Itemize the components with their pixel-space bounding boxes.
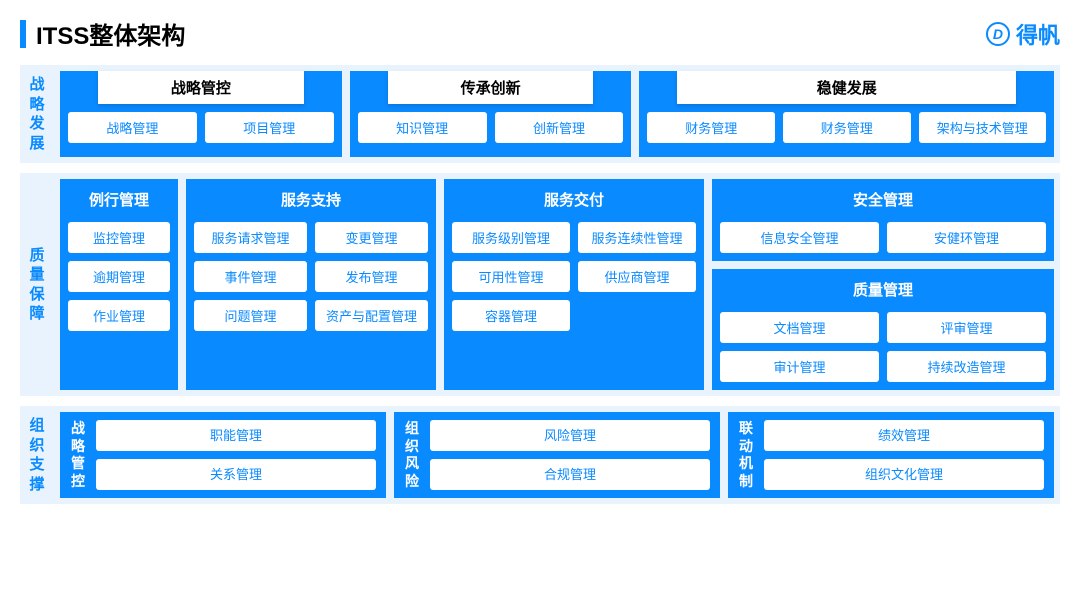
header: ITSS整体架构 D 得帆 <box>20 16 1060 51</box>
item-box: 战略管理 <box>68 112 197 143</box>
org-vlabel: 联动机制 <box>738 420 754 490</box>
section-quality-assurance: 质量保障 例行管理 监控管理 逾期管理 作业管理 服务支持 服务请求管理 变更管… <box>20 173 1060 396</box>
item-box: 变更管理 <box>315 222 428 253</box>
group-innovation: 传承创新 知识管理 创新管理 <box>350 71 632 157</box>
item-box: 安健环管理 <box>887 222 1046 253</box>
item-box: 资产与配置管理 <box>315 300 428 331</box>
sidelabel-quality: 质量保障 <box>26 179 48 390</box>
org-vlabel: 战略管控 <box>70 420 86 490</box>
item-box: 事件管理 <box>194 261 307 292</box>
item-box: 创新管理 <box>495 112 624 143</box>
group-header: 稳健发展 <box>677 71 1016 104</box>
page-title: ITSS整体架构 <box>36 16 185 51</box>
org-group-linkage: 联动机制 绩效管理 组织文化管理 <box>728 412 1054 498</box>
box-title: 服务支持 <box>194 187 428 214</box>
org-vlabel: 组织风险 <box>404 420 420 490</box>
box-quality-mgmt: 质量管理 文档管理 评审管理 审计管理 持续改造管理 <box>712 269 1054 390</box>
title-wrap: ITSS整体架构 <box>20 16 185 51</box>
item-box: 风险管理 <box>430 420 710 451</box>
row3-body: 战略管控 职能管理 关系管理 组织风险 风险管理 合规管理 联动机制 绩效管理 … <box>60 412 1054 498</box>
item-box: 绩效管理 <box>764 420 1044 451</box>
row1-body: 战略管控 战略管理 项目管理 传承创新 知识管理 创新管理 稳健发展 财务管理 … <box>60 71 1054 157</box>
item-box: 作业管理 <box>68 300 170 331</box>
item-box: 评审管理 <box>887 312 1046 343</box>
item-box: 容器管理 <box>452 300 570 331</box>
item-box: 服务请求管理 <box>194 222 307 253</box>
item-box: 架构与技术管理 <box>919 112 1047 143</box>
group-header: 传承创新 <box>388 71 594 104</box>
group-strategy-control: 战略管控 战略管理 项目管理 <box>60 71 342 157</box>
item-box: 持续改造管理 <box>887 351 1046 382</box>
item-box: 财务管理 <box>783 112 911 143</box>
group-header: 战略管控 <box>98 71 304 104</box>
item-box: 知识管理 <box>358 112 487 143</box>
org-group-strategy: 战略管控 职能管理 关系管理 <box>60 412 386 498</box>
item-box: 问题管理 <box>194 300 307 331</box>
box-title: 服务交付 <box>452 187 696 214</box>
right-column: 安全管理 信息安全管理 安健环管理 质量管理 文档管理 评审管理 审计管理 持续… <box>712 179 1054 390</box>
item-box: 服务连续性管理 <box>578 222 696 253</box>
box-title: 安全管理 <box>720 187 1046 214</box>
title-accent-bar <box>20 20 26 48</box>
sidelabel-org: 组织支撑 <box>26 412 48 498</box>
item-box: 审计管理 <box>720 351 879 382</box>
box-service-delivery: 服务交付 服务级别管理 服务连续性管理 可用性管理 供应商管理 容器管理 <box>444 179 704 390</box>
item-box: 文档管理 <box>720 312 879 343</box>
item-box: 组织文化管理 <box>764 459 1044 490</box>
row2-body: 例行管理 监控管理 逾期管理 作业管理 服务支持 服务请求管理 变更管理 事件管… <box>60 179 1054 390</box>
box-security-mgmt: 安全管理 信息安全管理 安健环管理 <box>712 179 1054 261</box>
section-strategic-development: 战略发展 战略管控 战略管理 项目管理 传承创新 知识管理 创新管理 稳健发展 … <box>20 65 1060 163</box>
box-title: 例行管理 <box>68 187 170 214</box>
org-group-risk: 组织风险 风险管理 合规管理 <box>394 412 720 498</box>
item-box: 合规管理 <box>430 459 710 490</box>
item-box: 逾期管理 <box>68 261 170 292</box>
box-routine-mgmt: 例行管理 监控管理 逾期管理 作业管理 <box>60 179 178 390</box>
item-box: 职能管理 <box>96 420 376 451</box>
item-box: 服务级别管理 <box>452 222 570 253</box>
box-service-support: 服务支持 服务请求管理 变更管理 事件管理 发布管理 问题管理 资产与配置管理 <box>186 179 436 390</box>
item-box: 信息安全管理 <box>720 222 879 253</box>
item-box: 发布管理 <box>315 261 428 292</box>
item-box: 关系管理 <box>96 459 376 490</box>
item-box: 监控管理 <box>68 222 170 253</box>
brand-logo: D 得帆 <box>986 18 1060 50</box>
sidelabel-strategic: 战略发展 <box>26 71 48 157</box>
item-box: 可用性管理 <box>452 261 570 292</box>
item-box: 财务管理 <box>647 112 775 143</box>
brand-logo-text: 得帆 <box>1016 18 1060 50</box>
box-title: 质量管理 <box>720 277 1046 304</box>
brand-logo-icon: D <box>986 22 1010 46</box>
itss-architecture-diagram: ITSS整体架构 D 得帆 战略发展 战略管控 战略管理 项目管理 传承创新 知… <box>0 0 1080 524</box>
item-box: 项目管理 <box>205 112 334 143</box>
group-steady-development: 稳健发展 财务管理 财务管理 架构与技术管理 <box>639 71 1054 157</box>
item-box: 供应商管理 <box>578 261 696 292</box>
section-organizational-support: 组织支撑 战略管控 职能管理 关系管理 组织风险 风险管理 合规管理 联动机制 … <box>20 406 1060 504</box>
